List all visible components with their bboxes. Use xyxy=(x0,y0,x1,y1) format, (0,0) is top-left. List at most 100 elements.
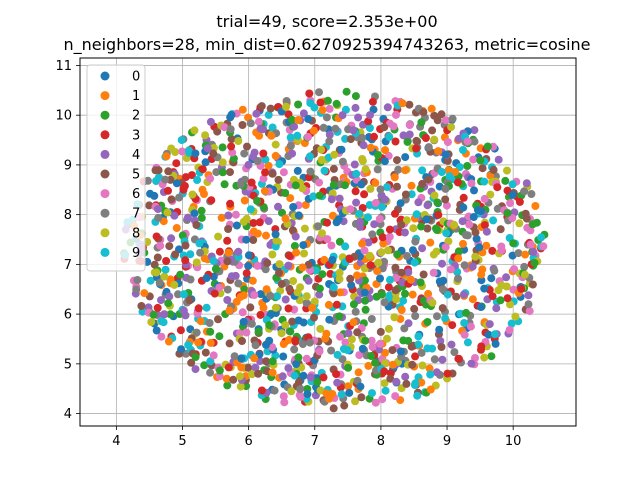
scatter-point-series-4 xyxy=(370,220,379,229)
scatter-point-series-0 xyxy=(279,352,288,361)
scatter-point-series-9 xyxy=(453,268,462,276)
scatter-point-series-4 xyxy=(359,141,368,150)
scatter-point-series-9 xyxy=(460,319,469,327)
scatter-point-series-1 xyxy=(255,131,264,140)
scatter-point-series-9 xyxy=(161,265,170,274)
scatter-point-series-5 xyxy=(393,182,401,191)
scatter-point-series-3 xyxy=(176,326,185,335)
scatter-point-series-3 xyxy=(305,89,314,98)
scatter-point-series-8 xyxy=(272,236,281,245)
scatter-point-series-3 xyxy=(493,183,502,192)
scatter-point-series-3 xyxy=(368,97,377,106)
scatter-point-series-7 xyxy=(240,149,249,158)
scatter-point-series-2 xyxy=(215,366,224,375)
scatter-point-series-5 xyxy=(419,108,428,117)
scatter-point-series-1 xyxy=(301,201,310,209)
scatter-point-series-0 xyxy=(358,344,367,353)
data-points xyxy=(120,87,549,413)
scatter-point-series-2 xyxy=(313,377,322,386)
scatter-point-series-4 xyxy=(454,134,463,143)
scatter-point-series-4 xyxy=(401,372,410,381)
scatter-point-series-1 xyxy=(318,106,327,115)
scatter-point-series-6 xyxy=(228,148,237,157)
scatter-point-series-0 xyxy=(476,303,485,311)
scatter-point-series-7 xyxy=(493,204,502,213)
scatter-point-series-1 xyxy=(459,239,467,248)
scatter-point-series-4 xyxy=(502,273,511,282)
scatter-point-series-3 xyxy=(224,363,233,372)
x-tick-label: 8 xyxy=(377,434,385,449)
scatter-point-series-3 xyxy=(453,178,462,187)
scatter-point-series-7 xyxy=(223,285,232,294)
scatter-point-series-0 xyxy=(299,241,308,250)
scatter-point-series-3 xyxy=(411,352,420,361)
scatter-point-series-4 xyxy=(274,202,282,211)
scatter-point-series-1 xyxy=(454,254,463,263)
scatter-point-series-9 xyxy=(441,314,450,323)
scatter-point-series-9 xyxy=(352,169,361,178)
scatter-point-series-5 xyxy=(528,280,537,289)
scatter-point-series-1 xyxy=(285,335,294,344)
scatter-point-series-9 xyxy=(442,229,451,238)
scatter-point-series-6 xyxy=(206,174,215,183)
scatter-point-series-5 xyxy=(376,327,385,336)
scatter-point-series-9 xyxy=(365,201,374,209)
scatter-point-series-1 xyxy=(349,318,358,327)
scatter-point-series-2 xyxy=(433,226,441,234)
scatter-point-series-7 xyxy=(454,274,462,283)
scatter-point-series-2 xyxy=(323,96,332,105)
scatter-point-series-8 xyxy=(480,353,489,362)
scatter-point-series-3 xyxy=(517,284,526,293)
scatter-point-series-4 xyxy=(344,329,353,338)
scatter-point-series-7 xyxy=(400,324,409,333)
y-tick-label: 4 xyxy=(64,407,72,422)
scatter-point-series-8 xyxy=(271,140,280,149)
scatter-point-series-7 xyxy=(236,180,245,189)
scatter-point-series-4 xyxy=(366,111,374,120)
scatter-point-series-4 xyxy=(356,217,364,226)
scatter-point-series-3 xyxy=(259,149,268,158)
scatter-point-series-3 xyxy=(515,197,524,206)
scatter-point-series-8 xyxy=(201,131,210,140)
scatter-point-series-6 xyxy=(215,372,224,381)
legend-marker-8 xyxy=(100,228,110,238)
scatter-point-series-1 xyxy=(248,276,257,285)
scatter-point-series-3 xyxy=(316,98,325,107)
scatter-point-series-3 xyxy=(210,289,219,298)
scatter-point-series-2 xyxy=(197,213,206,222)
scatter-point-series-5 xyxy=(201,348,210,357)
scatter-point-series-4 xyxy=(284,364,293,373)
scatter-point-series-8 xyxy=(271,303,280,312)
scatter-point-series-7 xyxy=(325,137,334,146)
scatter-point-series-4 xyxy=(529,248,538,256)
scatter-point-series-8 xyxy=(384,246,392,255)
scatter-point-series-9 xyxy=(309,192,318,201)
scatter-point-series-8 xyxy=(335,268,344,277)
scatter-point-series-5 xyxy=(391,286,400,295)
scatter-point-series-8 xyxy=(296,283,305,292)
scatter-point-series-9 xyxy=(365,124,374,132)
scatter-point-series-7 xyxy=(161,175,170,184)
scatter-point-series-4 xyxy=(327,195,336,204)
scatter-point-series-2 xyxy=(218,168,227,177)
scatter-point-series-0 xyxy=(396,347,405,356)
legend-marker-1 xyxy=(100,91,110,101)
scatter-point-series-9 xyxy=(273,292,282,301)
scatter-point-series-7 xyxy=(314,222,322,231)
scatter-point-series-0 xyxy=(239,317,248,326)
scatter-point-series-7 xyxy=(174,290,182,299)
scatter-point-series-6 xyxy=(279,168,288,177)
scatter-point-series-4 xyxy=(264,217,273,226)
scatter-point-series-2 xyxy=(291,181,300,190)
scatter-point-series-4 xyxy=(281,295,290,304)
scatter-point-series-8 xyxy=(374,258,383,267)
scatter-point-series-7 xyxy=(470,137,479,146)
scatter-point-series-7 xyxy=(373,165,382,174)
scatter-point-series-3 xyxy=(215,247,224,256)
scatter-point-series-6 xyxy=(325,104,334,113)
scatter-point-series-2 xyxy=(294,100,303,109)
scatter-point-series-4 xyxy=(170,211,179,220)
scatter-point-series-8 xyxy=(383,334,391,343)
scatter-point-series-8 xyxy=(361,165,370,174)
scatter-point-series-2 xyxy=(344,363,353,372)
